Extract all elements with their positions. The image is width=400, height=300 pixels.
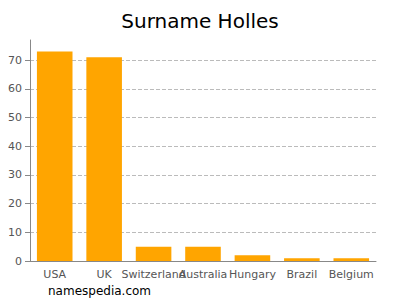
svg-text:Switzerland: Switzerland xyxy=(121,268,185,281)
svg-text:namespedia.com: namespedia.com xyxy=(48,284,151,298)
svg-text:0: 0 xyxy=(15,255,22,268)
svg-text:USA: USA xyxy=(43,268,66,281)
svg-text:20: 20 xyxy=(8,197,22,210)
svg-text:50: 50 xyxy=(8,111,22,124)
svg-text:UK: UK xyxy=(97,268,113,281)
svg-text:Hungary: Hungary xyxy=(229,268,276,281)
svg-text:Belgium: Belgium xyxy=(329,268,374,281)
svg-text:30: 30 xyxy=(8,168,22,181)
svg-text:Brazil: Brazil xyxy=(287,268,318,281)
svg-text:70: 70 xyxy=(8,54,22,67)
svg-text:Australia: Australia xyxy=(179,268,228,281)
svg-text:Surname Holles: Surname Holles xyxy=(121,9,278,33)
svg-text:10: 10 xyxy=(8,226,22,239)
svg-text:40: 40 xyxy=(8,140,22,153)
svg-text:60: 60 xyxy=(8,82,22,95)
